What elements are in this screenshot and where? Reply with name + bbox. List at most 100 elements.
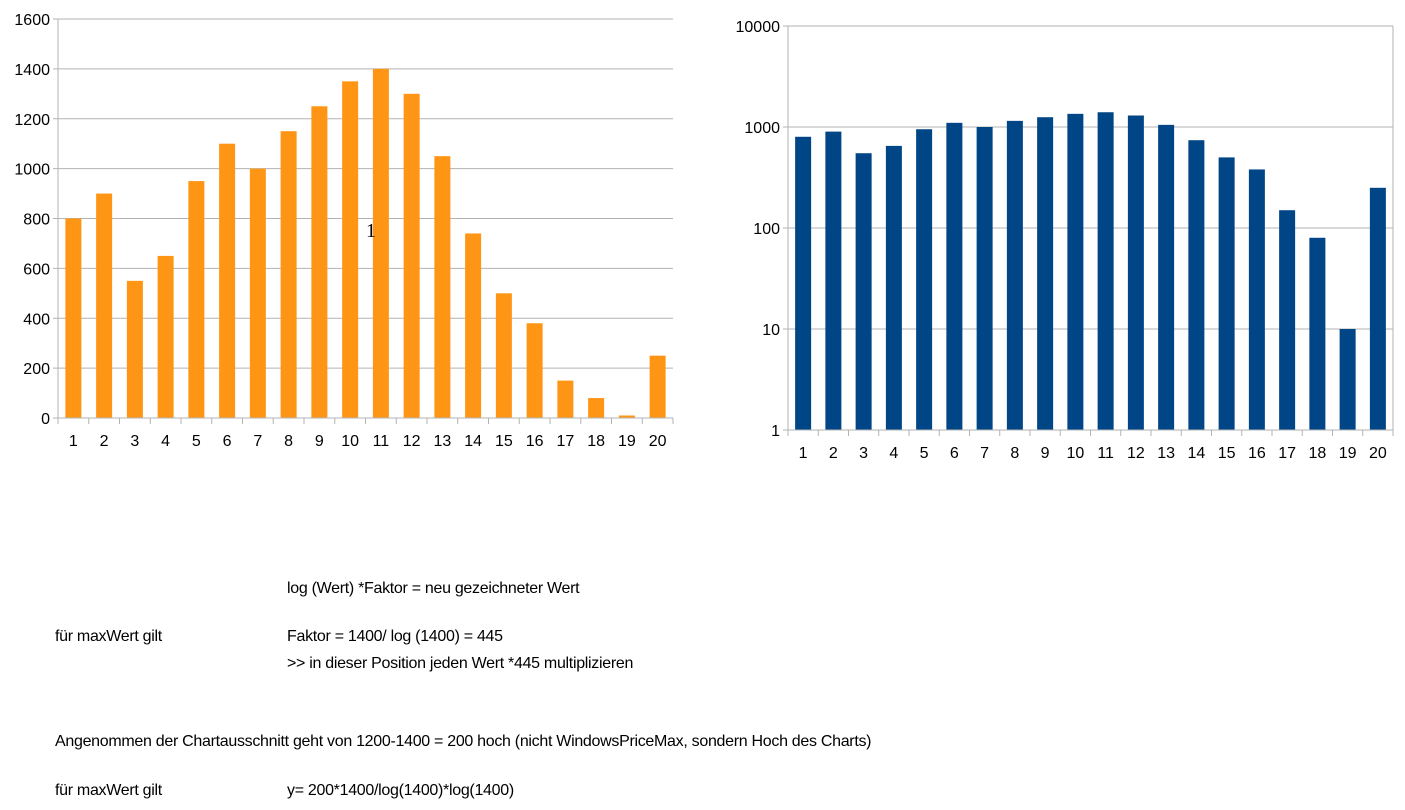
y-formula-text: y= 200*1400/log(1400)*log(1400) xyxy=(287,782,514,799)
bar xyxy=(1188,140,1205,431)
bar xyxy=(403,93,420,418)
x-tick-label: 19 xyxy=(618,433,636,450)
x-tick-label: 7 xyxy=(980,445,989,462)
bar xyxy=(465,233,482,418)
y-tick-label: 600 xyxy=(23,261,50,278)
y-tick-label: 1600 xyxy=(14,12,50,29)
x-tick-label: 18 xyxy=(1308,445,1326,462)
faktor-text: Faktor = 1400/ log (1400) = 445 xyxy=(287,628,503,645)
formula-text: log (Wert) *Faktor = neu gezeichneter We… xyxy=(287,580,580,597)
bar xyxy=(946,122,963,430)
maxwert-label-2: für maxWert gilt xyxy=(55,782,162,799)
bar xyxy=(1279,210,1296,430)
x-tick-label: 7 xyxy=(253,433,262,450)
x-tick-label: 14 xyxy=(1187,445,1205,462)
x-tick-label: 16 xyxy=(1248,445,1266,462)
bar xyxy=(1037,117,1054,430)
bar xyxy=(1218,157,1235,430)
bar xyxy=(795,136,812,431)
x-tick-label: 9 xyxy=(315,433,324,450)
x-tick-label: 13 xyxy=(433,433,451,450)
y-tick-label: 800 xyxy=(23,212,50,229)
x-tick-label: 12 xyxy=(403,433,421,450)
bar xyxy=(188,181,205,418)
x-tick-label: 10 xyxy=(341,433,359,450)
stray-glyph: 1 xyxy=(366,220,376,242)
y-tick-label: 100 xyxy=(753,221,780,238)
x-tick-label: 2 xyxy=(829,445,838,462)
bar xyxy=(249,168,266,418)
bar xyxy=(126,280,143,418)
x-tick-label: 8 xyxy=(1010,445,1019,462)
bar xyxy=(495,293,512,418)
x-tick-label: 16 xyxy=(526,433,544,450)
x-tick-label: 10 xyxy=(1066,445,1084,462)
bar xyxy=(1309,237,1326,430)
bar xyxy=(1127,115,1144,430)
y-tick-label: 400 xyxy=(23,311,50,328)
bar xyxy=(1006,120,1023,431)
y-tick-label: 10 xyxy=(762,322,780,339)
bar xyxy=(372,68,389,418)
y-tick-label: 1200 xyxy=(14,112,50,129)
x-tick-label: 5 xyxy=(920,445,929,462)
x-tick-label: 15 xyxy=(495,433,513,450)
x-tick-label: 11 xyxy=(1097,445,1114,462)
bar xyxy=(916,129,933,430)
y-tick-label: 10000 xyxy=(736,19,781,36)
x-tick-label: 20 xyxy=(1369,445,1387,462)
x-tick-label: 13 xyxy=(1157,445,1175,462)
bar xyxy=(825,131,842,430)
assumption-text: Angenommen der Chartausschnitt geht von … xyxy=(55,733,872,750)
multiply-text: >> in dieser Position jeden Wert *445 mu… xyxy=(287,655,634,672)
y-tick-label: 1 xyxy=(771,423,780,440)
bar xyxy=(976,127,993,430)
x-tick-label: 2 xyxy=(100,433,109,450)
bar xyxy=(342,81,359,418)
bar xyxy=(1339,329,1356,430)
x-tick-label: 19 xyxy=(1339,445,1357,462)
x-tick-label: 12 xyxy=(1127,445,1145,462)
y-tick-label: 0 xyxy=(41,411,50,428)
x-tick-label: 20 xyxy=(649,433,667,450)
bar xyxy=(649,355,666,418)
x-tick-label: 18 xyxy=(587,433,605,450)
y-tick-label: 200 xyxy=(23,361,50,378)
x-tick-label: 1 xyxy=(69,433,78,450)
bar xyxy=(1158,124,1175,431)
x-tick-label: 17 xyxy=(556,433,574,450)
bar xyxy=(280,131,297,418)
x-tick-label: 15 xyxy=(1218,445,1236,462)
bar xyxy=(855,153,872,430)
y-tick-label: 1400 xyxy=(14,62,50,79)
x-tick-label: 3 xyxy=(130,433,139,450)
bar xyxy=(311,106,328,418)
x-tick-label: 8 xyxy=(284,433,293,450)
bar xyxy=(157,255,174,418)
bar xyxy=(885,145,902,430)
x-tick-label: 4 xyxy=(161,433,170,450)
bar xyxy=(219,143,236,418)
bar xyxy=(557,380,574,418)
x-tick-label: 11 xyxy=(373,433,390,450)
bar xyxy=(588,398,605,418)
bar xyxy=(1097,112,1114,431)
x-tick-label: 9 xyxy=(1041,445,1050,462)
bar xyxy=(1369,187,1386,430)
x-tick-label: 6 xyxy=(223,433,232,450)
x-tick-label: 5 xyxy=(192,433,201,450)
y-tick-label: 1000 xyxy=(744,120,780,137)
x-tick-label: 4 xyxy=(889,445,898,462)
x-tick-label: 14 xyxy=(464,433,482,450)
bar xyxy=(526,323,543,418)
bar xyxy=(1248,169,1265,430)
bar xyxy=(65,218,82,418)
bar xyxy=(1067,113,1084,430)
x-tick-label: 6 xyxy=(950,445,959,462)
bar xyxy=(96,193,113,418)
bar xyxy=(434,156,451,418)
maxwert-label-1: für maxWert gilt xyxy=(55,628,162,645)
x-tick-label: 17 xyxy=(1278,445,1296,462)
